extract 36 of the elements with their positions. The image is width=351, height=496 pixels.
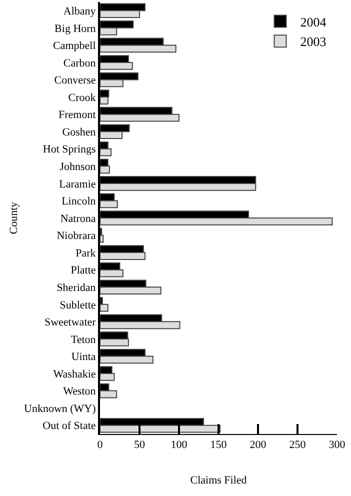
- y-tick-label: Niobrara: [56, 230, 96, 242]
- y-tick-label: Campbell: [53, 40, 96, 52]
- y-tick-label: Sweetwater: [44, 316, 96, 329]
- y-tick-label: Laramie: [59, 178, 96, 190]
- y-tick-label: Weston: [63, 386, 96, 398]
- x-axis-title: Claims Filed: [190, 474, 248, 486]
- x-tick-label: 200: [250, 439, 267, 452]
- y-tick-label: Sheridan: [56, 282, 96, 294]
- y-tick-label: Sublette: [60, 299, 96, 312]
- x-tick-label: 250: [289, 439, 306, 452]
- y-tick-label: Out of State: [42, 420, 96, 432]
- y-tick-label: Fremont: [58, 109, 96, 122]
- y-tick-label: Albany: [63, 5, 96, 18]
- x-tick-label: 300: [328, 439, 346, 452]
- y-tick-label: Washakie: [53, 368, 96, 380]
- y-tick-label: Uinta: [71, 351, 96, 364]
- legend-label: 2003: [300, 34, 326, 50]
- y-tick-label: Park: [76, 247, 96, 260]
- y-tick-label: Teton: [70, 334, 96, 346]
- x-tick-label: 100: [170, 439, 188, 452]
- y-axis-title: County: [8, 201, 20, 234]
- legend-label: 2004: [300, 14, 327, 30]
- y-tick-label: Natrona: [60, 212, 96, 225]
- y-tick-label: Goshen: [62, 126, 96, 138]
- y-tick-label: Lincoln: [62, 196, 96, 208]
- y-tick-label: Hot Springs: [42, 144, 96, 156]
- x-tick-label: 150: [210, 439, 228, 452]
- y-tick-label: Crook: [68, 92, 96, 104]
- y-tick-label: Unknown (WY): [24, 402, 96, 415]
- y-tick-label: Platte: [70, 264, 96, 277]
- y-tick-label: Converse: [54, 74, 96, 87]
- x-tick-label: 50: [134, 439, 146, 452]
- x-tick-label: 0: [97, 439, 104, 452]
- y-tick-label: Carbon: [63, 57, 96, 70]
- y-tick-label: Johnson: [60, 161, 96, 174]
- y-tick-label: Big Horn: [54, 22, 96, 35]
